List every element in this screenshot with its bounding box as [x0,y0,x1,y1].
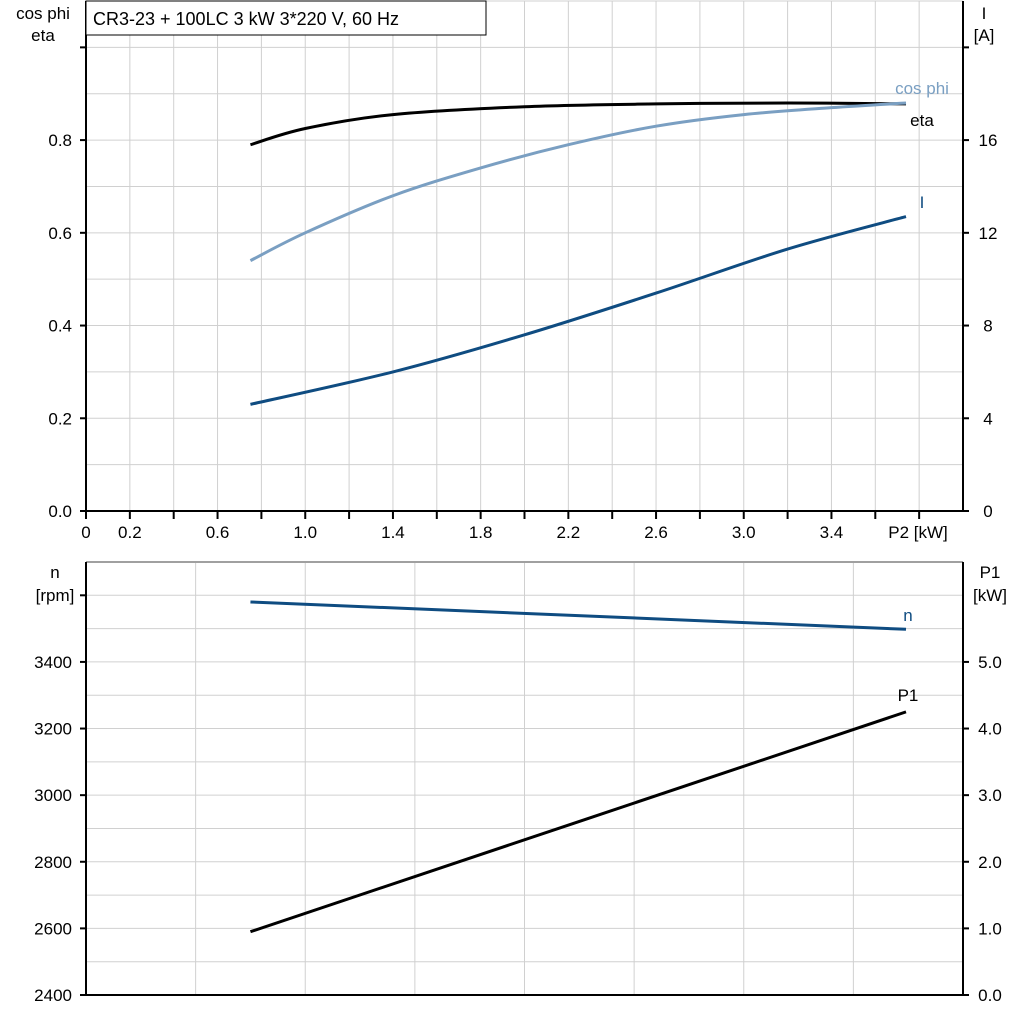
series-label-P1: P1 [898,686,919,705]
x-tick-label: 0.6 [206,523,230,542]
y-right-label-line2: [A] [974,26,995,45]
series-I-line [250,215,907,406]
bottom-y-right-label-line1: P1 [980,563,1001,582]
y-left-tick-label: 0.0 [48,502,72,521]
y-right-tick-label: 12 [979,224,998,243]
series-label-eta: eta [910,111,934,130]
series-eta-line [250,101,907,147]
series-label-I: I [920,193,925,212]
tick-labels: 0 0.2 0.6 1.0 1.4 1.8 2.2 2.6 3.0 3.4 0.0 0.2 0.4 0.6… [34,46,1002,1005]
bottom-y-right-tick-label: 2.0 [978,853,1002,872]
x-tick-label: 2.2 [557,523,581,542]
y-left-label-line2: eta [31,26,55,45]
bottom-y-right-tick-label: 1.0 [978,919,1002,938]
x-tick-label: 3.4 [820,523,844,542]
bottom-y-left-label-line1: n [50,563,59,582]
curves [249,101,907,934]
bottom-y-left-tick-label: 2800 [34,853,72,872]
y-left-tick-label: 0.6 [48,224,72,243]
x-tick-label: 3.0 [732,523,756,542]
top-grid [86,0,963,511]
series-n-line [250,600,907,631]
bottom-y-right-tick-label: 3.0 [978,786,1002,805]
bottom-y-left-tick-label: 2400 [34,986,72,1005]
bottom-y-left-label-line2: [rpm] [36,586,75,605]
x-tick-label: 2.6 [644,523,668,542]
series-label-cos-phi: cos phi [895,79,949,98]
series-cos-phi-line [249,101,907,262]
x-tick-label: 0 [81,523,90,542]
y-left-tick-label: 0.2 [48,409,72,428]
bottom-y-left-tick-label: 3400 [34,653,72,672]
y-left-label-line1: cos phi [16,4,70,23]
bottom-y-left-tick-label: 3200 [34,720,72,739]
x-tick-label: 1.8 [469,523,493,542]
x-tick-label: 0.2 [118,523,142,542]
bottom-y-left-tick-label: 2600 [34,919,72,938]
y-right-tick-label: 0 [983,502,992,521]
bottom-y-right-tick-label: 4.0 [978,720,1002,739]
series-label-n: n [903,606,912,625]
bottom-y-right-tick-label: 5.0 [978,653,1002,672]
x-tick-label: 1.4 [381,523,405,542]
x-tick-label: 1.0 [293,523,317,542]
bottom-y-right-label-line2: [kW] [973,586,1007,605]
y-right-tick-label: 8 [983,317,992,336]
y-right-tick-label: 4 [983,409,992,428]
bottom-y-right-tick-label: 0.0 [978,986,1002,1005]
y-right-tick-label: 16 [979,131,998,150]
series-P1-line [249,710,907,934]
y-left-tick-label: 0.8 [48,131,72,150]
axes [80,0,969,996]
x-axis-label: P2 [kW] [888,523,948,542]
series-labels: eta cos phi In P1 [895,79,949,705]
chart-title: CR3-23 + 100LC 3 kW 3*220 V, 60 Hz [93,9,399,29]
title-box [85,0,487,36]
bottom-y-left-tick-label: 3000 [34,786,72,805]
y-left-tick-label: 0.4 [48,317,72,336]
y-right-label-line1: I [982,4,987,23]
